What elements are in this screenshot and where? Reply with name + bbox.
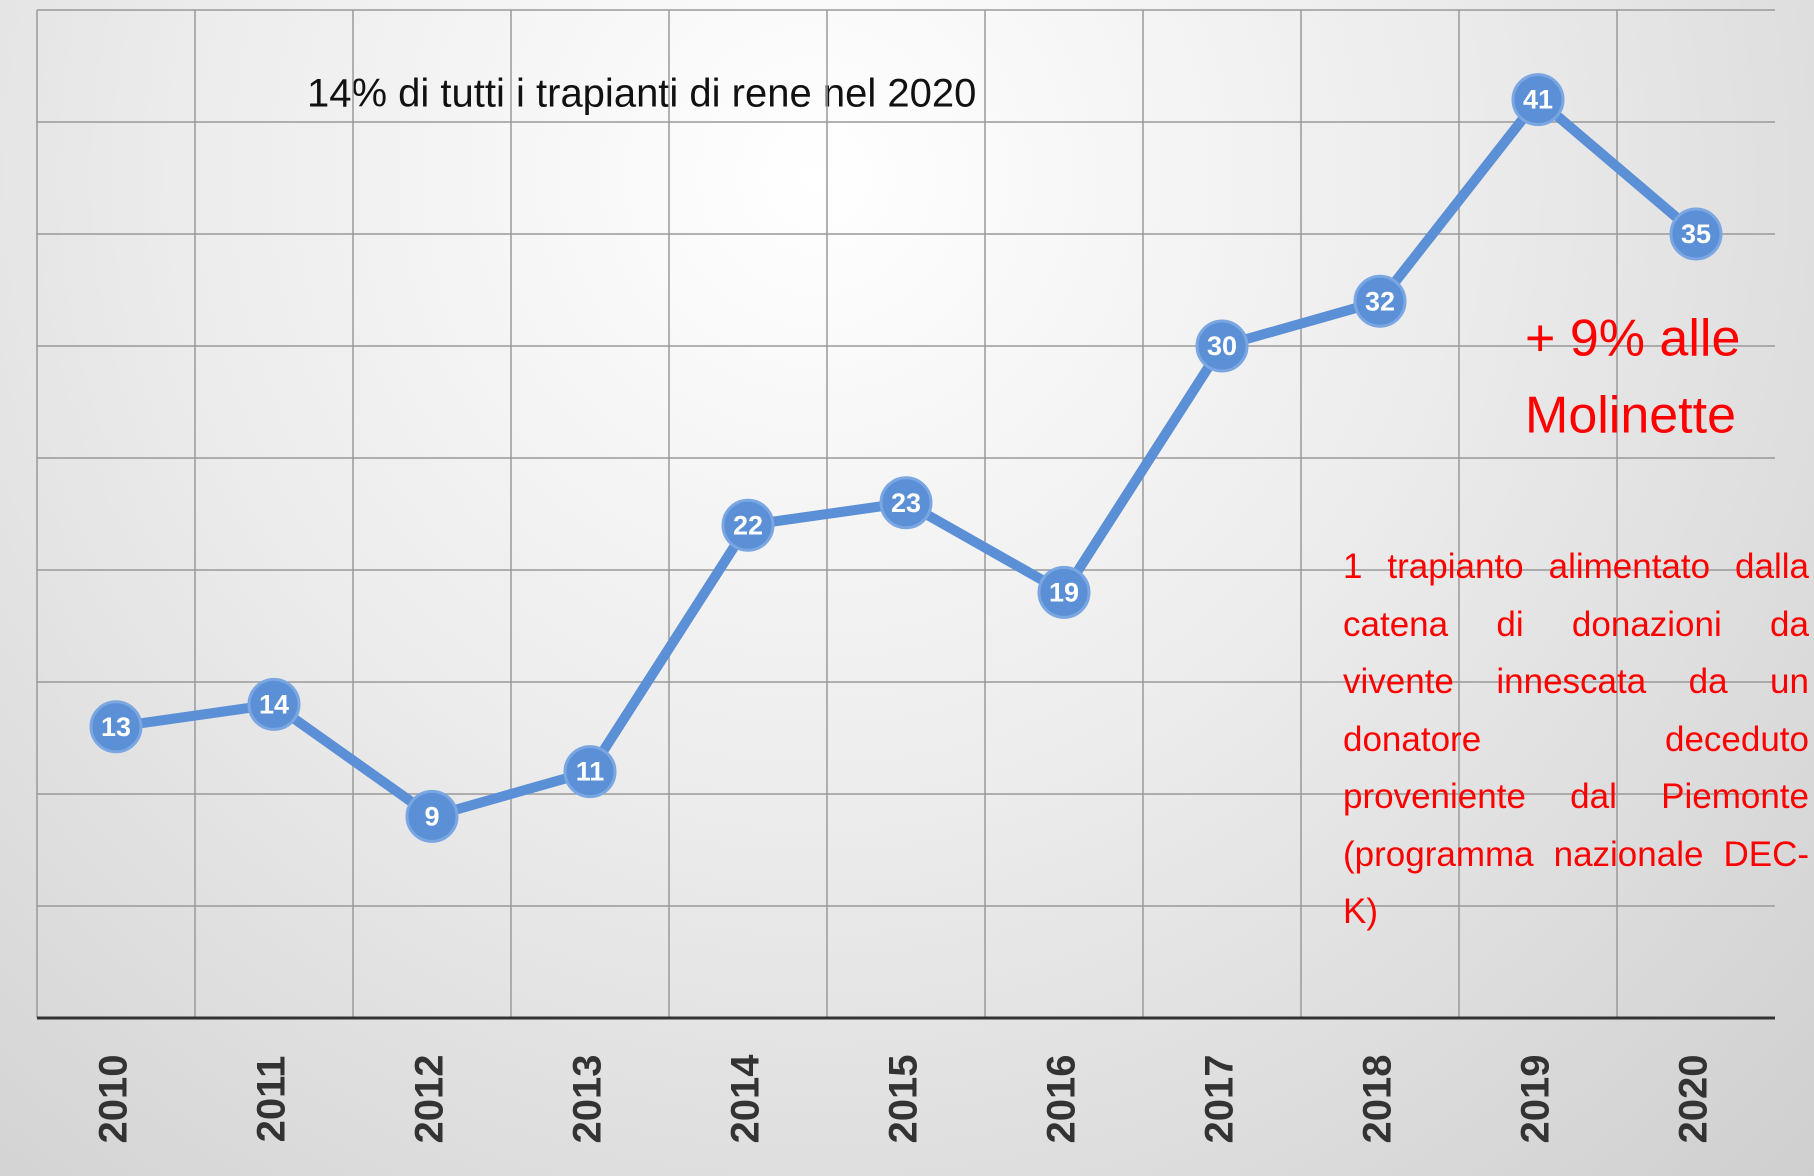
marker — [1353, 274, 1407, 328]
marker — [247, 677, 301, 731]
data-label: 35 — [1681, 219, 1711, 249]
chart-title: 14% di tutti i trapianti di rene nel 202… — [307, 72, 976, 116]
marker — [1511, 73, 1565, 127]
data-label: 30 — [1207, 331, 1237, 361]
data-label: 11 — [576, 757, 605, 787]
data-label: 23 — [891, 488, 921, 518]
x-tick-label: 2018 — [1356, 1055, 1400, 1144]
data-label: 22 — [733, 510, 763, 540]
marker — [405, 789, 459, 843]
x-tick-label: 2020 — [1672, 1055, 1716, 1144]
x-tick-label: 2011 — [250, 1056, 294, 1143]
marker — [1037, 565, 1091, 619]
x-tick-label: 2017 — [1198, 1055, 1242, 1144]
data-label: 14 — [259, 690, 289, 720]
marker — [721, 498, 775, 552]
annotation: + 9% alle — [1525, 310, 1740, 368]
marker — [89, 700, 143, 754]
data-label: 41 — [1523, 85, 1553, 115]
marker — [563, 745, 617, 799]
annotation: 1 trapianto alimentato dalla catena di d… — [1343, 547, 1809, 931]
data-label: 19 — [1049, 578, 1079, 608]
data-label: 9 — [424, 802, 439, 832]
x-tick-label: 2014 — [724, 1054, 768, 1144]
marker — [1669, 207, 1723, 261]
x-tick-label: 2012 — [408, 1055, 452, 1144]
marker — [1195, 319, 1249, 373]
data-label: 13 — [101, 712, 131, 742]
x-tick-label: 2010 — [92, 1055, 136, 1144]
x-tick-label: 2013 — [566, 1055, 610, 1144]
data-label: 32 — [1365, 286, 1395, 316]
x-tick-label: 2016 — [1040, 1055, 1084, 1144]
annotation: Molinette — [1525, 387, 1736, 445]
x-tick-label: 2015 — [882, 1055, 926, 1144]
marker — [879, 476, 933, 530]
x-tick-label: 2019 — [1514, 1055, 1558, 1144]
